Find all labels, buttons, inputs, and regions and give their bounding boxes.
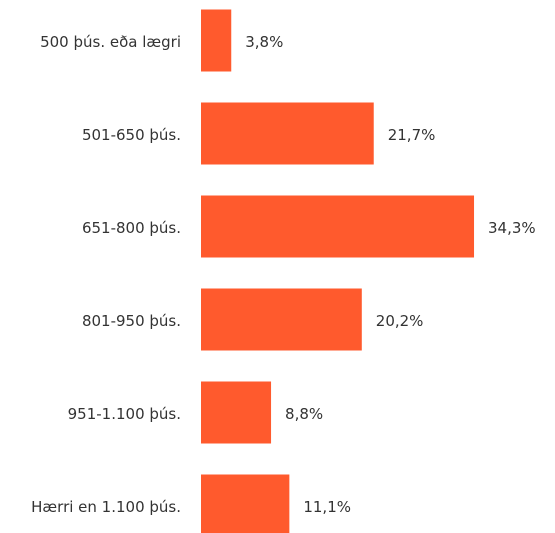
bar — [201, 195, 475, 258]
category-label: 951-1.100 þús. — [68, 405, 181, 423]
value-label: 3,8% — [245, 33, 283, 51]
bar — [201, 474, 290, 533]
bar — [201, 288, 362, 351]
category-label: 651-800 þús. — [82, 219, 181, 237]
bar — [201, 381, 272, 444]
value-label: 34,3% — [488, 219, 536, 237]
category-label: Hærri en 1.100 þús. — [31, 498, 181, 516]
category-label: 500 þús. eða lægri — [40, 33, 181, 51]
category-label: 801-950 þús. — [82, 312, 181, 330]
value-label: 21,7% — [388, 126, 436, 144]
value-label: 11,1% — [303, 498, 351, 516]
bar — [201, 9, 232, 72]
value-label: 20,2% — [376, 312, 424, 330]
value-label: 8,8% — [285, 405, 323, 423]
bar — [201, 102, 374, 165]
category-label: 501-650 þús. — [82, 126, 181, 144]
